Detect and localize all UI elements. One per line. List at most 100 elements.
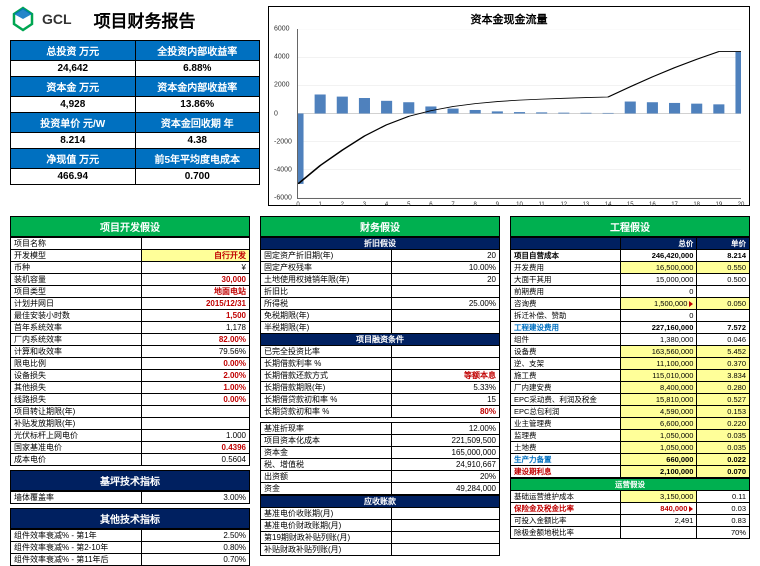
row-label: 土地使用权摊销年限(年) — [261, 274, 392, 286]
sub-header: 项目融资条件 — [261, 334, 500, 346]
summary-cell: 全投资内部收益率 — [135, 41, 260, 61]
summary-cell: 24,642 — [11, 61, 136, 77]
row-value — [392, 310, 500, 322]
row-value: 2.50% — [142, 530, 250, 542]
row-value: 2.00% — [142, 370, 250, 382]
row-label: 基准折现率 — [261, 423, 392, 435]
row-label: 建设期利息 — [511, 466, 621, 478]
row-label: 设备损失 — [11, 370, 142, 382]
section-header: 其他技术指标 — [10, 508, 250, 529]
summary-cell: 净现值 万元 — [11, 149, 136, 169]
row-value: 0.83 — [697, 515, 750, 527]
x-tick: 20 — [738, 202, 745, 208]
row-value: 0.03 — [697, 503, 750, 515]
row-label: 组件效率衰减% - 第11年后 — [11, 554, 142, 566]
row-value: ¥ — [142, 262, 250, 274]
row-label: 长期贷款初和率 % — [261, 406, 392, 418]
financial-assumptions-column: 财务假设折旧假设固定资产折旧期(年)20固定产权残率10.00%土地使用权摊销年… — [260, 216, 500, 566]
row-value: 80% — [392, 406, 500, 418]
row-label: 逆、支架 — [511, 358, 621, 370]
summary-cell: 466.94 — [11, 169, 136, 185]
row-label: 组件 — [511, 334, 621, 346]
section-header: 工程假设 — [510, 216, 750, 237]
row-value: 840,000 — [620, 503, 696, 515]
row-value: 0.280 — [697, 382, 750, 394]
x-tick: 0 — [296, 202, 299, 208]
x-tick: 19 — [716, 202, 723, 208]
row-label: 税、增值税 — [261, 459, 392, 471]
row-value — [142, 406, 250, 418]
row-label: 成本电价 — [11, 454, 142, 466]
row-value: 0.00% — [142, 394, 250, 406]
row-value: 7.572 — [697, 322, 750, 334]
row-value: 2015/12/31 — [142, 298, 250, 310]
row-label: 项目名称 — [11, 238, 142, 250]
x-tick: 8 — [474, 202, 477, 208]
row-label: 除极金额地税比率 — [511, 527, 621, 539]
x-tick: 14 — [605, 202, 612, 208]
row-label: 固定资产折旧期(年) — [261, 250, 392, 262]
row-value: 0 — [620, 310, 696, 322]
x-tick: 18 — [693, 202, 700, 208]
row-value: 0.046 — [697, 334, 750, 346]
y-tick: -2000 — [274, 138, 292, 145]
row-label: 长期借款期限(年) — [261, 382, 392, 394]
row-value: 115,010,000 — [620, 370, 696, 382]
row-value: 16,500,000 — [620, 262, 696, 274]
row-value: 8.214 — [697, 250, 750, 262]
summary-cell: 总投资 万元 — [11, 41, 136, 61]
row-label: 资金 — [261, 483, 392, 495]
row-value: 地面电站 — [142, 286, 250, 298]
summary-cell: 4,928 — [11, 97, 136, 113]
row-label: 线路损失 — [11, 394, 142, 406]
row-label: 基准电价收账期(月) — [261, 508, 392, 520]
row-label: 开发模型 — [11, 250, 142, 262]
row-value — [392, 520, 500, 532]
row-value: 2,100,000 — [620, 466, 696, 478]
summary-cell: 13.86% — [135, 97, 260, 113]
row-label: EPC总包利润 — [511, 406, 621, 418]
x-tick: 4 — [385, 202, 388, 208]
row-label: 计划并网日 — [11, 298, 142, 310]
row-label: 第19期财政补贴列账(月) — [261, 532, 392, 544]
col-header: 总价 — [620, 238, 696, 250]
summary-cell: 0.700 — [135, 169, 260, 185]
row-value: 15 — [392, 394, 500, 406]
summary-cell: 4.38 — [135, 133, 260, 149]
col-header: 单价 — [697, 238, 750, 250]
row-value: 1,500 — [142, 310, 250, 322]
summary-cell: 投资单价 元/W — [11, 113, 136, 133]
row-label: 监理费 — [511, 430, 621, 442]
row-value: 1,178 — [142, 322, 250, 334]
x-tick: 15 — [627, 202, 634, 208]
row-value: 6,600,000 — [620, 418, 696, 430]
row-label: 已完全投资比率 — [261, 346, 392, 358]
row-value: 24,910,667 — [392, 459, 500, 471]
row-value: 0.022 — [697, 454, 750, 466]
row-label: 咨询费 — [511, 298, 621, 310]
row-label: 补贴发放期限(年) — [11, 418, 142, 430]
row-value: 12.00% — [392, 423, 500, 435]
row-value: 0.70% — [142, 554, 250, 566]
row-value: 0.035 — [697, 430, 750, 442]
y-tick: -4000 — [274, 166, 292, 173]
row-value: 0.035 — [697, 442, 750, 454]
row-label: 项目自营成本 — [511, 250, 621, 262]
row-value: 0 — [620, 286, 696, 298]
row-label: 所得税 — [261, 298, 392, 310]
row-label: 项目转让期限(年) — [11, 406, 142, 418]
row-value: 165,000,000 — [392, 447, 500, 459]
row-label: 长期借款还款方式 — [261, 370, 392, 382]
row-value: 0.527 — [697, 394, 750, 406]
row-value: 0.070 — [697, 466, 750, 478]
row-value — [392, 346, 500, 358]
row-value: 0.370 — [697, 358, 750, 370]
row-value: 0.050 — [697, 298, 750, 310]
row-label: 组件效率衰减% - 第2-10年 — [11, 542, 142, 554]
summary-cell: 资本金 万元 — [11, 77, 136, 97]
summary-table: 总投资 万元全投资内部收益率24,6426.88%资本金 万元资本金内部收益率4… — [10, 40, 260, 185]
row-value: 10.00% — [392, 262, 500, 274]
row-value: 4,590,000 — [620, 406, 696, 418]
row-label: 币种 — [11, 262, 142, 274]
row-label: 长期借贷款初和率 % — [261, 394, 392, 406]
